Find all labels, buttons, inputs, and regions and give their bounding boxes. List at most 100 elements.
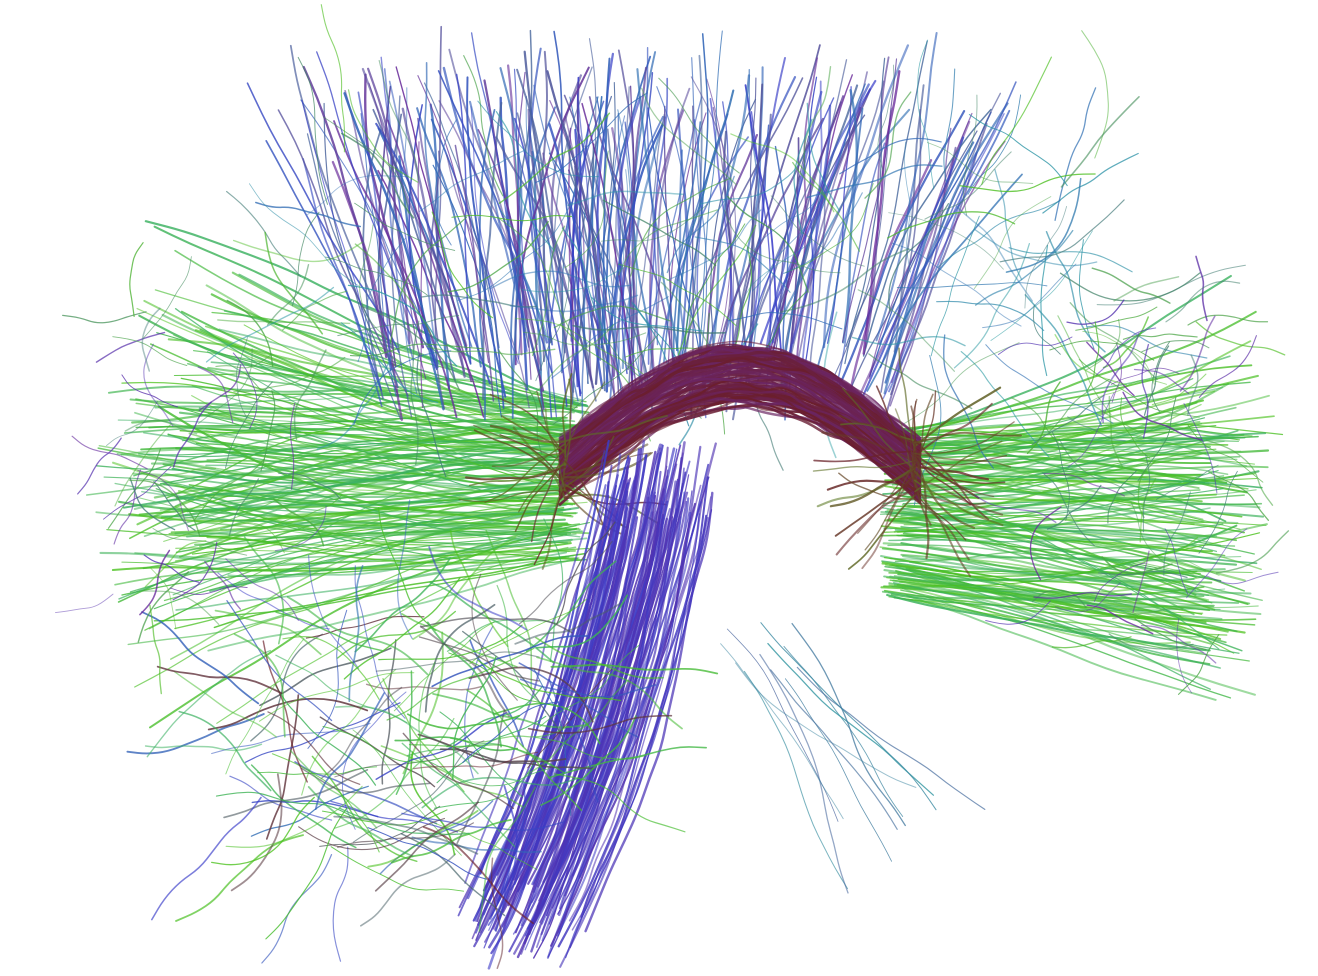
fiber-tract: [250, 764, 357, 849]
fiber-tract: [306, 133, 402, 420]
fiber-tract: [233, 356, 346, 393]
fiber-tract: [581, 115, 609, 421]
fiber-tract: [386, 119, 473, 383]
fiber-tract: [967, 94, 1022, 195]
fiber-tract: [215, 353, 273, 369]
fiber-tract: [1069, 302, 1158, 381]
fiber-tract: [1108, 395, 1124, 468]
fiber-tract: [418, 662, 438, 809]
fiber-tract: [487, 785, 518, 926]
fiber-tract: [544, 408, 566, 492]
fiber-tract: [685, 223, 746, 345]
fiber-tract: [524, 508, 671, 941]
fiber-tract: [882, 422, 1253, 453]
fiber-tract: [1086, 324, 1208, 359]
fiber-tract: [647, 107, 706, 389]
fiber-tract: [378, 59, 419, 181]
fiber-tract: [618, 263, 737, 327]
fiber-tract: [990, 230, 1093, 341]
fiber-tract: [1187, 354, 1199, 416]
fiber-tract: [1095, 327, 1157, 376]
fiber-tract: [121, 559, 587, 596]
fiber-tract: [896, 282, 1048, 289]
fiber-tract: [914, 453, 972, 506]
fiber-tract: [446, 154, 530, 409]
fiber-tract: [228, 478, 260, 536]
fiber-tract: [757, 114, 866, 382]
fiber-tract: [378, 624, 523, 661]
fiber-tract: [771, 83, 870, 344]
fiber-tract: [129, 479, 201, 537]
fiber-tract: [879, 81, 1017, 369]
fiber-tract: [143, 554, 200, 583]
fiber-tract: [533, 668, 572, 816]
fiber-tract: [301, 669, 397, 796]
fiber-tract: [1051, 636, 1132, 649]
fiber-tract: [1151, 373, 1207, 406]
fiber-tract: [144, 743, 263, 752]
fiber-tract: [839, 137, 942, 175]
fiber-tract: [393, 621, 495, 712]
fiber-tract: [289, 402, 296, 490]
fiber-tract: [1086, 321, 1100, 393]
fiber-tract: [1093, 405, 1170, 434]
fiber-tract: [781, 104, 832, 392]
fiber-tract: [462, 701, 560, 764]
fiber-tract: [255, 201, 362, 228]
fiber-tract: [183, 407, 591, 462]
fiber-tract: [767, 642, 935, 796]
fiber-tract: [499, 218, 579, 345]
fiber-tract: [812, 459, 916, 472]
fiber-tract: [490, 270, 632, 289]
fiber-tract: [398, 155, 445, 411]
fiber-tract: [914, 479, 1004, 527]
fiber-tract: [999, 199, 1125, 263]
fiber-tract: [452, 655, 497, 781]
fiber-tract: [1139, 478, 1157, 543]
fiber-tract: [1086, 604, 1154, 635]
fiber-tract: [128, 499, 576, 523]
fiber-tract: [1078, 239, 1095, 350]
fiber-tract: [884, 141, 975, 384]
fiber-tract: [880, 534, 1249, 606]
fiber-tract: [211, 796, 315, 866]
fiber-tract: [274, 494, 343, 527]
fiber-tract: [743, 670, 849, 890]
fiber-tract: [985, 600, 1051, 625]
fiber-tract: [895, 417, 1206, 458]
fiber-tract: [235, 336, 248, 419]
fiber-tract: [1040, 244, 1049, 377]
fiber-tract: [257, 766, 378, 775]
fiber-tract: [553, 305, 671, 329]
fiber-tract: [892, 581, 1221, 669]
fiber-tract: [1164, 528, 1189, 595]
fiber-tract: [726, 195, 809, 293]
fiber-tract: [1141, 343, 1150, 439]
fiber-tract: [142, 256, 192, 339]
fiber-tract: [900, 514, 1255, 555]
fiber-tract: [1133, 368, 1190, 395]
fiber-tract: [282, 636, 380, 700]
fiber-tract: [477, 659, 622, 702]
fiber-tract: [231, 522, 285, 554]
fiber-tract: [477, 100, 599, 178]
fiber-tract: [207, 557, 580, 652]
fiber-tract: [227, 537, 588, 579]
fiber-tract: [367, 67, 411, 345]
fiber-tract: [172, 541, 218, 601]
fiber-tract: [1151, 341, 1171, 414]
fiber-tract: [1101, 333, 1140, 424]
fiber-tract: [406, 713, 521, 730]
fiber-tract: [141, 590, 220, 626]
fiber-tract: [1155, 464, 1219, 500]
fiber-tract: [265, 139, 383, 391]
fiber-tract: [509, 294, 639, 313]
fiber-tract: [1085, 318, 1121, 371]
fiber-tract: [580, 476, 709, 919]
fiber-tract: [1008, 247, 1133, 273]
fiber-tract: [244, 702, 401, 763]
fiber-tract: [347, 284, 458, 367]
fiber-tract: [1130, 501, 1166, 564]
fiber-tract: [888, 203, 950, 313]
